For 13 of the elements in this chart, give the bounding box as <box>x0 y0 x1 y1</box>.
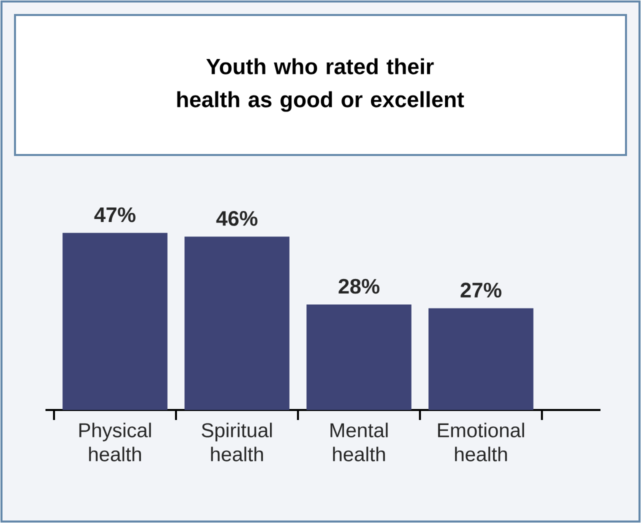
x-tick-label: Emotional health <box>438 422 524 462</box>
bar <box>306 304 412 410</box>
x-tick-label: Spiritual health <box>202 422 272 462</box>
data-label: 46% <box>216 211 258 226</box>
bar <box>428 308 534 410</box>
x-tick-label: Mental health <box>330 422 388 462</box>
data-label: 47% <box>94 207 136 222</box>
bar <box>62 232 168 410</box>
x-tick-label: Physical health <box>79 422 151 462</box>
data-label: 27% <box>460 282 502 298</box>
data-label: 28% <box>338 278 380 294</box>
bar <box>184 236 290 410</box>
chart-title: Youth who rated their health as good or excellent <box>177 58 464 112</box>
